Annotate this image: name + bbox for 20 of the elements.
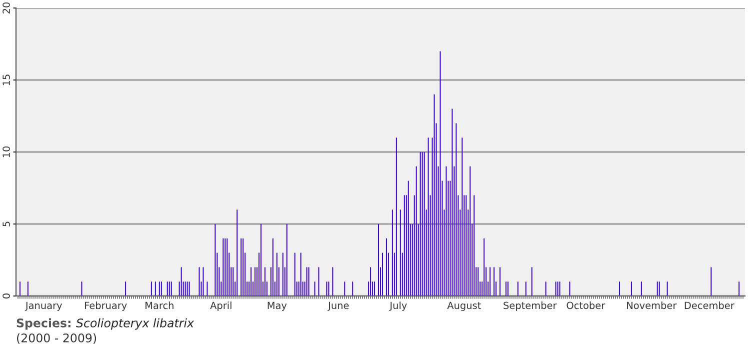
- x-tick-label: November: [627, 302, 677, 310]
- x-tick-label: September: [504, 302, 557, 311]
- x-tick-label: January: [24, 302, 62, 311]
- y-tick-label: 5: [2, 222, 10, 226]
- y-tick-label: 0: [2, 294, 10, 298]
- y-tick-label: 20: [2, 2, 10, 14]
- x-tick-label: March: [146, 302, 174, 310]
- text: Scoliopteryx libatrix: [76, 318, 194, 330]
- x-tick-label: April: [210, 302, 232, 311]
- text: Species:: [16, 318, 70, 330]
- x-tick-label: October: [566, 302, 606, 310]
- x-tick-label: February: [85, 302, 127, 311]
- x-tick-label: August: [447, 302, 481, 311]
- text: (2000 - 2009): [17, 333, 96, 344]
- x-tick-label: December: [684, 302, 734, 310]
- x-tick-label: May: [268, 302, 287, 311]
- x-tick-label: June: [328, 302, 349, 311]
- y-tick-label: 15: [2, 74, 10, 86]
- y-tick-label: 10: [2, 146, 10, 158]
- x-tick-label: July: [389, 302, 407, 311]
